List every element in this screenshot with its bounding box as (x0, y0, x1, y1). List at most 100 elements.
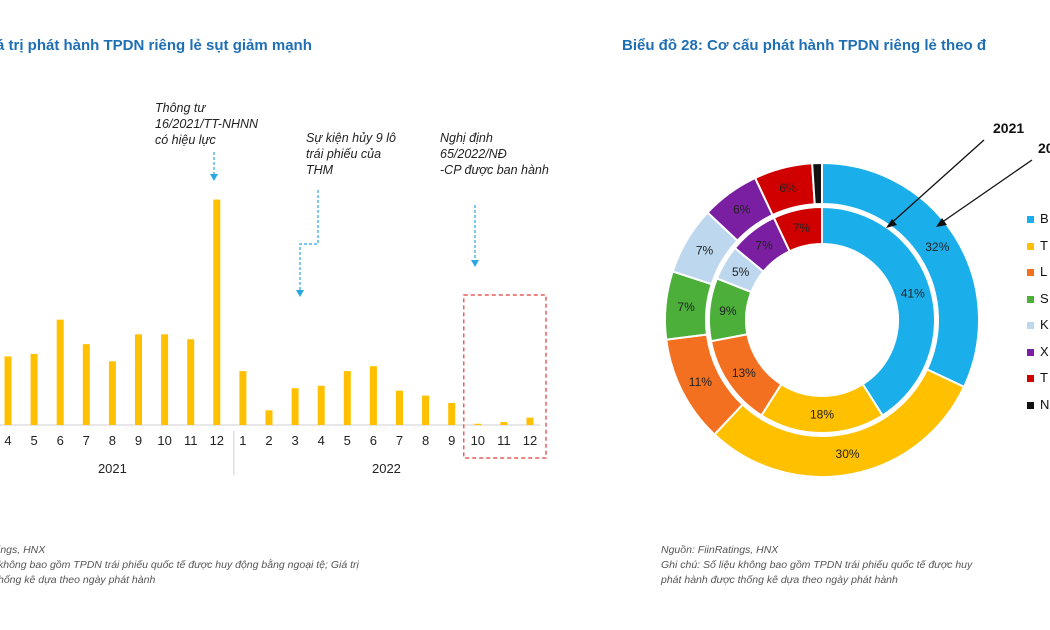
x-tick-label: 4 (4, 433, 11, 448)
arrow-head (886, 219, 897, 228)
x-tick-label: 4 (318, 433, 325, 448)
inner-ring-slice (772, 205, 823, 253)
inner-ring-slice-label: 41% (901, 287, 925, 301)
bar (108, 361, 116, 425)
legend-label: X (1040, 343, 1049, 359)
bar (396, 390, 403, 425)
x-tick-label: 5 (344, 433, 351, 448)
legend-swatch (1027, 216, 1034, 224)
legend-item: T (1027, 370, 1048, 385)
legend-swatch (1027, 322, 1034, 330)
arrow-head (936, 218, 947, 227)
outer-ring-slice-label: 7% (696, 244, 714, 258)
inner-ring-slice-label: 5% (732, 265, 750, 279)
pointer-2021 (887, 139, 985, 227)
outer-ring-slice-label: 6% (733, 203, 751, 217)
bar (291, 388, 299, 425)
legend-swatch (1027, 348, 1034, 356)
annotation-thong-tu: Thông tư 16/2021/TT-NHNN có hiệu lực (155, 101, 259, 147)
bar (422, 395, 430, 425)
legend-item: K (1027, 317, 1049, 332)
left-note: không bao gồm TPDN trái phiếu quốc tế đư… (0, 559, 359, 586)
x-tick-label: 11 (497, 433, 511, 448)
legend-swatch (1027, 375, 1034, 383)
bar (213, 199, 221, 425)
arrow-head (471, 260, 479, 267)
inner-ring-slice-label: 9% (719, 304, 737, 318)
x-tick-label: 7 (396, 433, 403, 448)
outer-ring-slice (821, 161, 980, 389)
arrow-head (296, 290, 304, 297)
bar (30, 353, 38, 425)
legend-item: T (1027, 238, 1048, 253)
x-tick-label: 1 (239, 433, 246, 448)
legend-item: L (1027, 264, 1047, 279)
bar (161, 334, 169, 425)
highlight-box (463, 294, 547, 459)
donut-chart: 32% 30% 11% 7% 7% 6% 6% 41% 18% 13% 9% 5% 7% 7% 2021 20 (664, 120, 1050, 478)
bar (474, 423, 482, 425)
outer-ring-slice-label: 30% (836, 447, 860, 461)
annotation-nghi-dinh: Nghị định 65/2022/NĐ -CP được ban hành (440, 131, 549, 177)
x-tick-label: 10 (157, 433, 171, 448)
legend-item: N (1027, 397, 1049, 412)
x-tick-label: 3 (291, 433, 298, 448)
legend-label: N (1040, 396, 1050, 412)
pointer-2022 (937, 159, 1033, 226)
legend-item: X (1027, 344, 1049, 359)
annotation-arrows (210, 152, 479, 297)
ring-label-2022: 20 (1038, 140, 1050, 156)
bar (369, 366, 377, 425)
ring-label-2021: 2021 (993, 120, 1024, 136)
bar (82, 344, 90, 425)
bar (526, 417, 534, 425)
bar (343, 371, 351, 425)
x-tick-label: 2 (265, 433, 272, 448)
outer-ring-slice-label: 11% (689, 375, 712, 389)
inner-ring-slice (821, 205, 936, 417)
inner-ring-slice-label: 13% (732, 366, 756, 380)
legend-swatch (1027, 295, 1034, 303)
bar (135, 334, 142, 425)
inner-ring-slice-label: 7% (755, 238, 773, 252)
inner-ring-slice-label: 18% (810, 408, 834, 422)
legend-label: T (1040, 237, 1048, 253)
legend-swatch (1027, 401, 1034, 409)
legend-swatch (1027, 269, 1034, 277)
bar (4, 356, 12, 425)
x-tick-label: 6 (57, 433, 64, 448)
left-chart-title: á trị phát hành TPDN riêng lẻ sụt giảm m… (0, 37, 312, 54)
outer-ring-slice (811, 161, 823, 206)
right-chart-title: Biểu đồ 28: Cơ cấu phát hành TPDN riêng … (622, 37, 987, 54)
x-tick-label: 8 (422, 433, 429, 448)
bar (500, 422, 508, 425)
arrow-head (210, 174, 218, 181)
x-tick-label: 6 (370, 433, 377, 448)
group-label: 2021 (98, 461, 127, 476)
right-source: Nguồn: FiinRatings, HNX (661, 544, 779, 556)
x-tick-label: 12 (523, 433, 537, 448)
x-tick-label: 10 (471, 433, 485, 448)
right-note: Ghi chú: Số liệu không bao gồm TPDN trái… (661, 559, 973, 586)
legend-item: B (1027, 211, 1049, 226)
x-tick-label: 11 (184, 433, 198, 448)
bar (56, 319, 64, 425)
inner-ring-slice-label: 7% (793, 221, 811, 235)
legend-item: S (1027, 291, 1049, 306)
x-tick-label: 12 (210, 433, 224, 448)
bar (187, 339, 195, 425)
legend-swatch (1027, 242, 1034, 250)
bar (448, 402, 456, 425)
outer-ring-slice-label: 7% (677, 300, 695, 314)
legend-label: B (1040, 211, 1049, 226)
legend-label: K (1040, 317, 1049, 332)
arrow-su-kien (299, 190, 319, 292)
x-tick-label: 9 (135, 433, 142, 448)
left-source: ings, HNX (0, 544, 46, 556)
bar (317, 385, 325, 425)
x-tick-label: 9 (448, 433, 455, 448)
annotation-su-kien: Sự kiện hủy 9 lô trái phiếu của THM (306, 131, 396, 177)
legend-label: T (1040, 370, 1048, 385)
